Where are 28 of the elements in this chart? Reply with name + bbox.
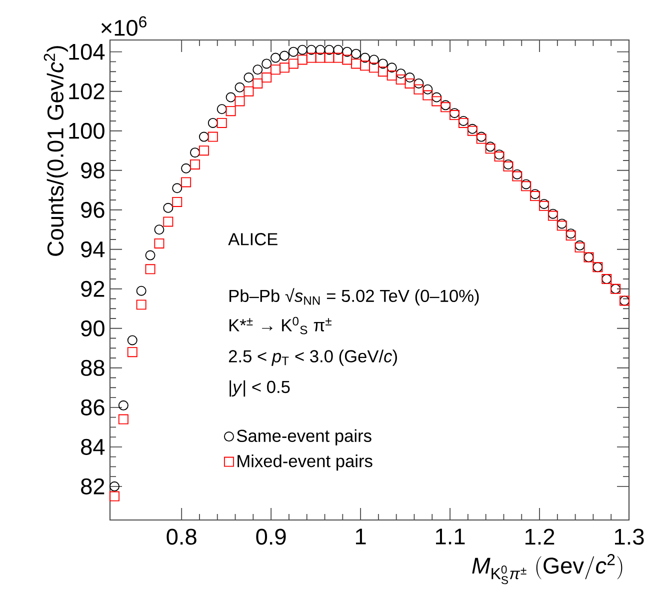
y-tick-label: 88 (81, 360, 104, 376)
annotation: 2.5 < p$_{T}$ < 3.0 (GeV/c) (228, 350, 397, 366)
x-tick-label: 0.9 (256, 528, 286, 545)
x-tick-label: 1.3 (614, 528, 644, 545)
y-tick-label: 84 (81, 438, 105, 455)
text: ×10$^{6}$ (101, 16, 146, 36)
y-axis-title: Counts/(0.01 Gev/c$^{2}$) (44, 46, 68, 256)
legend-label: Same-event pairs (236, 429, 372, 446)
x-axis-title: $M_{\mathrm{K}^{0}_{\mathrm{S}}\pi^{\text{±}}}\ (\mathrm{Gev}/c^{2})$ (472, 554, 622, 584)
y-tick-label: 90 (81, 320, 104, 336)
x-tick-label: 1 (356, 528, 366, 544)
y-tick-label: 82 (81, 478, 104, 494)
y-tick-label: 96 (81, 202, 104, 218)
annotation: ALICE (228, 233, 278, 246)
x-tick-label: 0.8 (166, 528, 196, 545)
annotation: K*$^{±}$ → K$^{0}$$_{S}$ π$^{±}$ (230, 316, 332, 334)
x-tick-label: 1.1 (436, 528, 465, 544)
annotation: |y| < 0.5 (230, 380, 290, 397)
y-tick-label: 98 (81, 162, 104, 178)
y-tick-label: 92 (81, 280, 104, 297)
x-tick-label: 1.2 (526, 528, 554, 545)
y-tick-label: 100 (69, 122, 104, 139)
y-tick-label: 94 (81, 241, 105, 258)
y-tick-label: 102 (69, 83, 104, 100)
y-tick-label: 104 (69, 44, 105, 60)
y-tick-label: 86 (81, 399, 104, 416)
legend-label: Mixed-event pairs (238, 454, 372, 471)
annotation: Pb–Pb √s$_{NN}$ = 5.02 TeV (0–10%) (230, 288, 479, 306)
